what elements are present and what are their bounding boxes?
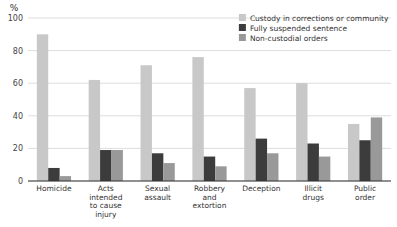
legend-swatch [239,14,246,21]
x-tick-label: Homicide [36,184,72,193]
bar [296,83,307,181]
grid-line [28,115,391,116]
y-tick-label: 100 [8,14,23,23]
grid-line [28,148,391,149]
bar [152,153,163,181]
bar [244,88,255,181]
x-tick-label: Publicorder [354,184,376,202]
bar [204,157,215,181]
legend: Custody in corrections or communityFully… [239,14,389,43]
x-tick-label: Deception [242,184,281,193]
bar [141,65,152,181]
bar [256,139,267,181]
legend-label: Custody in corrections or community [250,14,389,23]
x-tick-label-line: assault [144,193,171,202]
grid-line [28,181,391,182]
legend-label: Non-custodial orders [250,34,328,43]
x-tick-label-line: drugs [303,193,324,202]
bar [319,157,330,181]
y-tick-label: 60 [13,79,23,88]
bar [48,168,59,181]
x-axis-line [28,181,391,182]
bar [111,150,122,181]
x-tick-label-line: Homicide [36,184,72,193]
bar [100,150,111,181]
x-tick-label: Robberyandextortion [193,184,227,210]
y-tick-label: 20 [13,144,23,153]
x-tick-label-line: injury [95,210,117,219]
legend-swatch [239,34,246,41]
x-tick-label: Illicitdrugs [303,184,324,202]
grid-line [28,83,391,84]
grid [28,18,391,181]
chart: 0 20 40 60 80 100 Homicide Actsintendedto cause… [0,0,397,227]
x-tick-label-line: Deception [242,184,281,193]
bar [89,80,100,181]
bar [359,140,370,181]
x-tick-label: Sexualassault [144,184,171,202]
legend-swatch [239,24,246,31]
bar [308,144,319,181]
bar [371,117,382,181]
y-axis-label: % [10,3,19,13]
x-tick-label: Actsintendedto causeinjury [89,184,123,219]
y-tick-label: 80 [13,47,23,56]
bar [348,124,359,181]
bar [267,153,278,181]
y-tick-label: 40 [13,112,23,121]
x-tick-label-line: order [355,193,376,202]
grid-line [28,50,391,51]
x-tick-label-line: extortion [193,201,227,210]
legend-label: Fully suspended sentence [250,24,348,33]
bar [163,163,174,181]
y-tick-label: 0 [18,177,23,186]
bar [60,176,71,181]
bar [215,166,226,181]
bar [192,57,203,181]
bar [37,34,48,181]
